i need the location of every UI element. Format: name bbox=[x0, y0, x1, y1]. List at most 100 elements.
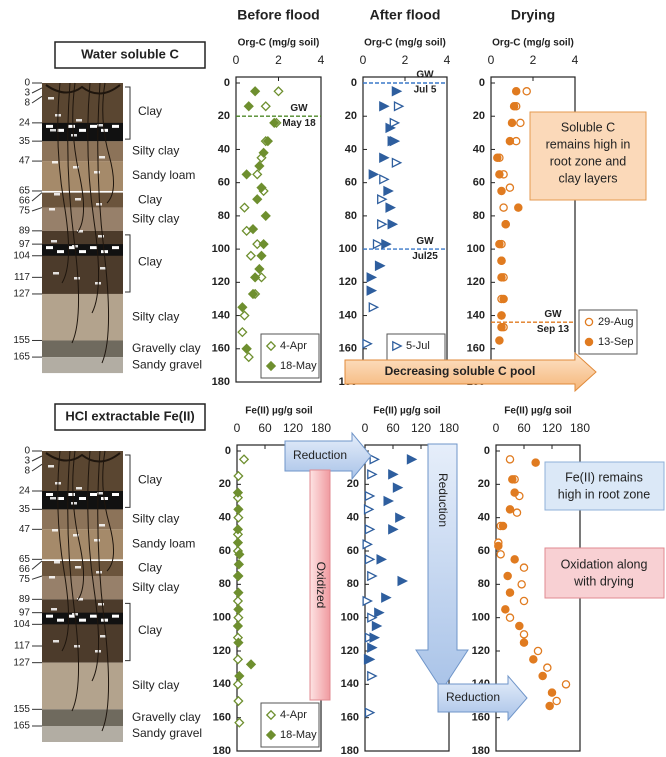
point bbox=[269, 117, 280, 128]
callout-text: remains high in bbox=[546, 137, 631, 151]
x-tick-label: 0 bbox=[488, 53, 495, 67]
speck bbox=[75, 198, 81, 201]
y-tick-label: 120 bbox=[213, 645, 231, 657]
depth-label: 24 bbox=[19, 486, 31, 497]
y-tick-label: 100 bbox=[213, 612, 231, 624]
x-tick-label: 180 bbox=[311, 421, 331, 435]
point bbox=[233, 695, 244, 707]
section-box bbox=[54, 41, 206, 69]
depth-label: 35 bbox=[19, 136, 31, 147]
callout-box bbox=[544, 461, 665, 511]
point bbox=[366, 285, 378, 296]
root bbox=[67, 450, 80, 712]
legend-marker bbox=[265, 729, 277, 741]
speck bbox=[51, 240, 57, 243]
point bbox=[232, 595, 244, 607]
point bbox=[367, 469, 378, 480]
point bbox=[385, 202, 396, 213]
point bbox=[363, 504, 375, 515]
y-tick-label: 80 bbox=[473, 210, 485, 222]
root bbox=[87, 82, 99, 314]
speck bbox=[75, 566, 81, 569]
layer-name: Clay bbox=[138, 104, 162, 118]
callout-text: Fe(II) remains bbox=[565, 470, 643, 484]
y-tick-label: 160 bbox=[341, 712, 359, 724]
depth-label: 127 bbox=[13, 657, 30, 668]
point bbox=[256, 182, 267, 193]
point bbox=[493, 153, 502, 162]
y-tick-label: 160 bbox=[472, 712, 490, 724]
point bbox=[260, 101, 271, 112]
speck bbox=[50, 497, 56, 500]
y-tick-label: 160 bbox=[339, 343, 357, 355]
layer-name: Clay bbox=[138, 472, 162, 486]
y-tick-label: 40 bbox=[473, 143, 485, 155]
point bbox=[505, 505, 515, 514]
depth-label: 155 bbox=[13, 704, 30, 715]
x-tick-label: 4 bbox=[572, 53, 579, 67]
y-tick-label: 180 bbox=[472, 745, 490, 757]
speck bbox=[79, 250, 86, 254]
point bbox=[545, 701, 554, 711]
oxidized-bar bbox=[309, 469, 331, 701]
point bbox=[245, 250, 256, 261]
point bbox=[262, 136, 273, 147]
point bbox=[258, 239, 269, 250]
legend-label: 18-May bbox=[280, 729, 317, 741]
callout-box bbox=[529, 111, 647, 201]
point bbox=[252, 194, 263, 205]
legend-marker bbox=[265, 340, 277, 352]
y-tick-label: 160 bbox=[212, 343, 230, 355]
layer-name: Silty clay bbox=[132, 309, 179, 323]
point bbox=[379, 101, 390, 112]
speck bbox=[74, 277, 80, 280]
y-tick-label: 60 bbox=[219, 545, 231, 557]
bracket bbox=[125, 454, 131, 508]
point bbox=[381, 592, 392, 603]
callout-text: root zone and bbox=[550, 154, 626, 168]
arrow-label: Oxidized bbox=[314, 562, 328, 609]
depth-label: 0 bbox=[24, 78, 30, 89]
callout-text: Soluble C bbox=[561, 120, 615, 134]
point bbox=[372, 238, 384, 250]
point bbox=[497, 186, 506, 196]
speck bbox=[57, 250, 64, 254]
layer-name: Clay bbox=[138, 623, 162, 637]
layer-name: Sandy gravel bbox=[132, 357, 202, 371]
point bbox=[498, 521, 508, 531]
x-tick-label: 120 bbox=[411, 421, 431, 435]
point bbox=[233, 512, 244, 523]
depth-label: 117 bbox=[14, 641, 30, 652]
y-tick-label: 60 bbox=[478, 545, 490, 557]
speck bbox=[99, 156, 105, 159]
dark-band bbox=[42, 612, 123, 625]
soil-layer bbox=[42, 357, 123, 374]
point bbox=[387, 218, 399, 230]
y-tick-label: 0 bbox=[224, 77, 230, 89]
arrow bbox=[415, 443, 469, 691]
root bbox=[87, 450, 99, 682]
point bbox=[552, 696, 561, 706]
layer-name: Clay bbox=[138, 255, 162, 269]
y-tick-label: 40 bbox=[219, 512, 231, 524]
depth-label: 127 bbox=[13, 289, 30, 300]
speck bbox=[57, 128, 64, 132]
gw-label: GW bbox=[416, 70, 434, 81]
root bbox=[45, 452, 121, 463]
speck bbox=[79, 128, 86, 132]
point bbox=[503, 571, 512, 581]
point bbox=[519, 630, 529, 639]
point bbox=[379, 174, 390, 185]
depth-label: 97 bbox=[19, 239, 31, 250]
point bbox=[501, 219, 510, 229]
y-tick-label: 0 bbox=[351, 77, 357, 89]
speck bbox=[73, 534, 79, 537]
depth-label: 104 bbox=[13, 619, 30, 630]
speck bbox=[52, 529, 58, 532]
point bbox=[237, 327, 248, 338]
soil-layer bbox=[42, 709, 123, 726]
point bbox=[243, 351, 254, 363]
soil-layer bbox=[42, 340, 123, 358]
depth-label: 89 bbox=[19, 225, 31, 236]
point bbox=[260, 210, 271, 222]
